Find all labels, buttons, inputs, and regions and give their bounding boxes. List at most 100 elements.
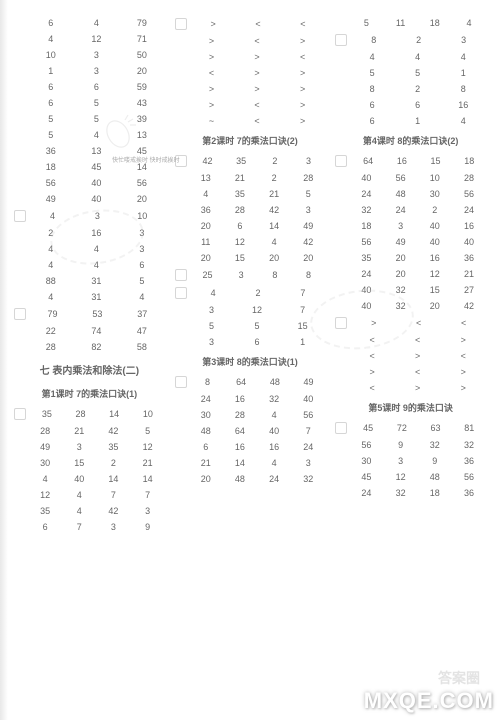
cell: 10	[131, 409, 165, 419]
table-row: 444	[335, 52, 486, 62]
table-row: 6161624	[175, 442, 326, 452]
cell: 64	[351, 156, 385, 166]
table-row: 3015221	[14, 458, 165, 468]
cell: 3	[74, 50, 120, 60]
cell: 56	[452, 189, 486, 199]
cell: >	[440, 335, 486, 345]
table-row: 614	[335, 116, 486, 126]
cell: 20	[119, 194, 165, 204]
cell: 48	[189, 426, 223, 436]
cell: 14	[96, 474, 130, 484]
table-row: 5515	[175, 321, 326, 331]
cell: 21	[452, 269, 486, 279]
table-row: 1112442	[175, 237, 326, 247]
table-row: 795337	[14, 308, 165, 320]
cell: 36	[452, 456, 486, 466]
table-row: 5539	[14, 114, 165, 124]
cell: 6	[119, 260, 165, 270]
table-row: 564056	[14, 178, 165, 188]
cell: 2	[418, 205, 452, 215]
cell: 40	[418, 237, 452, 247]
table-row: 427	[175, 287, 326, 299]
cell: 56	[384, 173, 418, 183]
compare-row: ><>	[175, 100, 326, 110]
cell: 32	[452, 440, 486, 450]
cell: 11	[189, 237, 223, 247]
cell: 15	[223, 253, 257, 263]
cell: 49	[384, 237, 418, 247]
cell: 24	[349, 189, 383, 199]
cell: >	[234, 68, 280, 78]
cell: 8	[292, 270, 326, 280]
cell: 7	[131, 490, 165, 500]
compare-row: ><<	[175, 18, 326, 30]
cell: >	[395, 351, 441, 361]
cell: 3	[62, 442, 96, 452]
cell: 82	[74, 342, 120, 352]
cell: 56	[28, 178, 74, 188]
cell: 58	[119, 342, 165, 352]
cell: 81	[452, 423, 486, 433]
cell: 56	[349, 440, 383, 450]
cell: 3	[384, 221, 418, 231]
table-row: 511184	[335, 18, 486, 28]
compare-row: ><>	[175, 36, 326, 46]
cell: 53	[75, 309, 120, 319]
table-row: 354423	[14, 506, 165, 516]
table-row: 2821425	[14, 426, 165, 436]
cell: 16	[452, 221, 486, 231]
cell: 49	[28, 442, 62, 452]
cell: 35	[28, 506, 62, 516]
cell: 5	[28, 130, 74, 140]
cell: 10	[28, 50, 74, 60]
cell: 6	[28, 98, 74, 108]
cell: 35	[223, 189, 257, 199]
table-row: 6543	[14, 98, 165, 108]
cell: 2	[258, 156, 292, 166]
table-row: 3224224	[335, 205, 486, 215]
cell: 4	[28, 292, 74, 302]
cell: 40	[349, 173, 383, 183]
table-row: 2061449	[175, 221, 326, 231]
cell: 28	[28, 342, 74, 352]
cell: 88	[28, 276, 74, 286]
table-row: 303936	[335, 456, 486, 466]
watermark-text-1: 答案圈	[438, 668, 480, 688]
cell: 14	[223, 458, 257, 468]
table-row: 24483056	[335, 189, 486, 199]
cell: <	[236, 19, 281, 29]
compare-row: >>>	[175, 84, 326, 94]
table-row: 6616	[335, 100, 486, 110]
table-row: 828	[335, 84, 486, 94]
table-row: 551	[335, 68, 486, 78]
table-row: 435215	[175, 189, 326, 199]
cell: 42	[191, 156, 225, 166]
cell: >	[440, 367, 486, 377]
page-edge	[0, 0, 8, 720]
cell: 21	[62, 426, 96, 436]
cell: 12	[74, 34, 120, 44]
cell: 3	[189, 337, 235, 347]
table-row: 361345	[14, 146, 165, 156]
cell: 4	[440, 116, 486, 126]
cell: 4	[28, 260, 74, 270]
cell: 20	[189, 253, 223, 263]
compare-row: ><>	[335, 367, 486, 377]
cell: 4	[452, 18, 486, 28]
cell: 4	[119, 292, 165, 302]
cell: 30	[189, 410, 223, 420]
table-row: 3028456	[175, 410, 326, 420]
cell: 42	[96, 506, 130, 516]
cell: 3	[292, 156, 326, 166]
cell: 3	[291, 205, 325, 215]
table-row: 6739	[14, 522, 165, 532]
cell: 12	[131, 442, 165, 452]
cell: 14	[131, 474, 165, 484]
cell: 72	[385, 423, 419, 433]
cell: 14	[257, 221, 291, 231]
table-row: 35201636	[335, 253, 486, 263]
cell: >	[234, 52, 280, 62]
cell: 3	[131, 506, 165, 516]
cell: 49	[291, 221, 325, 231]
table-row: 41271	[14, 34, 165, 44]
